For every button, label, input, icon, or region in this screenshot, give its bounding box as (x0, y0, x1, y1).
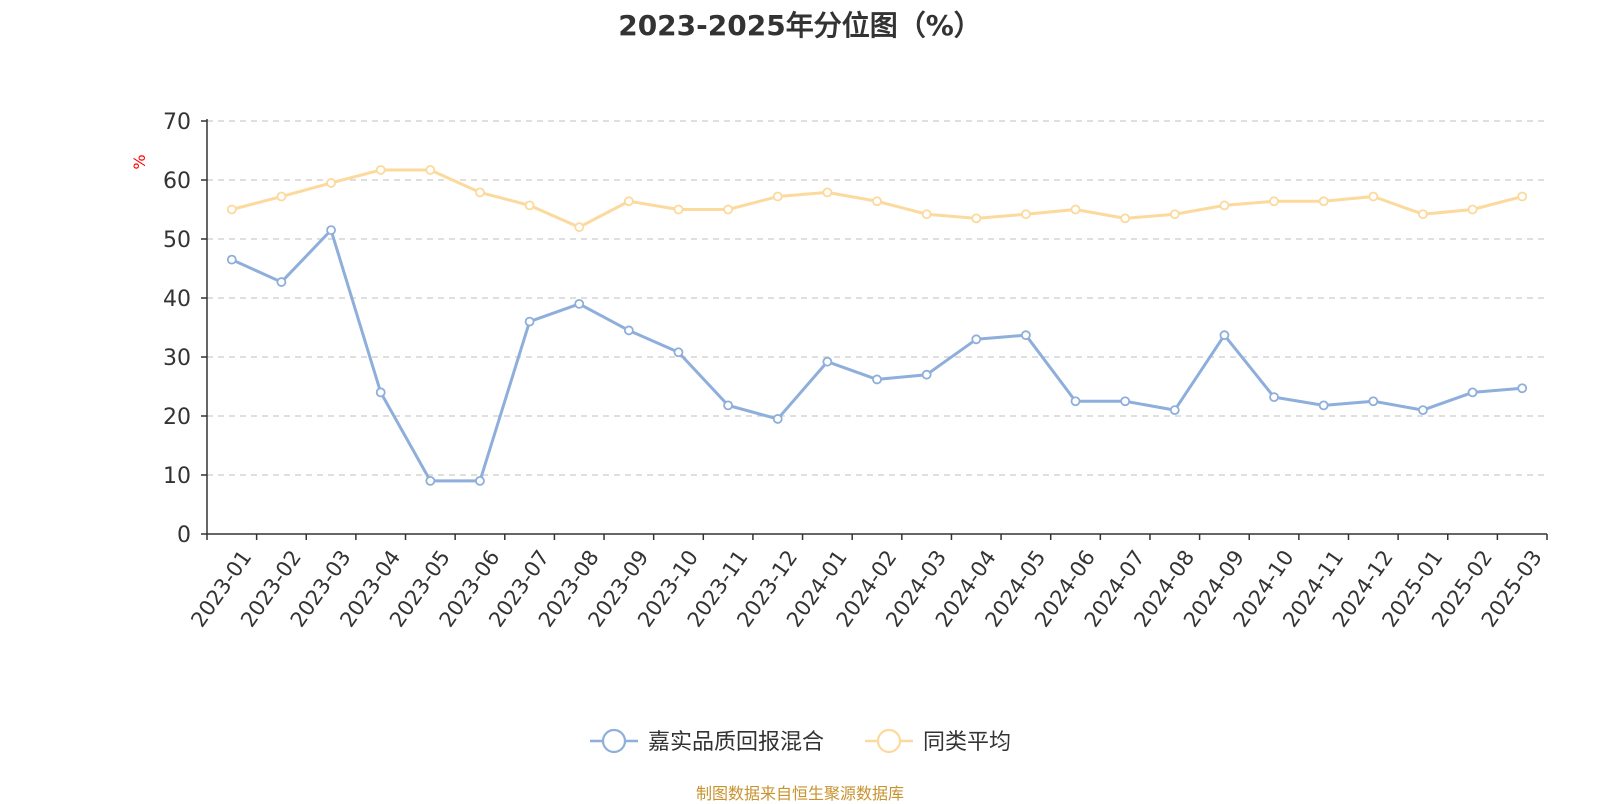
data-point (872, 374, 882, 385)
legend-marker-icon (601, 728, 627, 754)
data-point (1318, 400, 1329, 411)
data-point (1467, 204, 1478, 215)
data-point (226, 254, 237, 265)
data-point (1467, 387, 1478, 398)
data-point (326, 178, 336, 188)
series-lines (226, 165, 1528, 486)
chart-title: 2023-2025年分位图（%） (618, 9, 982, 42)
data-point (1517, 191, 1528, 202)
data-point (574, 298, 585, 309)
data-point (623, 325, 634, 336)
data-point (1020, 330, 1031, 341)
legend-label: 嘉实品质回报混合 (648, 730, 824, 755)
y-tick-label: 70 (163, 110, 191, 135)
data-point (276, 277, 287, 287)
data-point (971, 213, 982, 224)
data-point (1070, 204, 1081, 215)
data-point (574, 222, 585, 233)
data-point (1219, 330, 1230, 341)
data-point (1169, 209, 1180, 220)
data-point (475, 187, 485, 198)
y-tick-label: 40 (163, 287, 191, 312)
data-point (921, 369, 932, 380)
data-point (1120, 396, 1131, 407)
data-point (1169, 405, 1180, 416)
data-point (921, 209, 932, 220)
data-point (1418, 405, 1428, 416)
data-point (822, 187, 833, 198)
y-axis-unit-label: % (130, 154, 149, 169)
data-point (475, 475, 485, 486)
data-point (524, 200, 535, 211)
legend-item[interactable]: 同类平均 (865, 728, 1011, 755)
data-point (1368, 396, 1379, 407)
y-tick-label: 30 (163, 346, 191, 371)
data-point (623, 196, 634, 207)
data-point (425, 475, 436, 486)
data-point (971, 334, 982, 345)
data-point (872, 196, 882, 207)
data-point (1318, 196, 1329, 207)
data-point (723, 204, 734, 215)
data-source-footer: 制图数据来自恒生聚源数据库 (695, 784, 904, 803)
series-line (231, 228, 1523, 483)
data-point (822, 356, 833, 367)
data-point (1120, 213, 1131, 224)
data-point (524, 316, 535, 327)
grid-lines (207, 120, 1547, 476)
data-point (673, 347, 684, 358)
data-point (1219, 200, 1230, 211)
y-tick-label: 0 (177, 523, 191, 548)
data-point (1269, 196, 1279, 207)
data-point (772, 191, 783, 202)
y-tick-label: 20 (163, 405, 191, 430)
legend-label: 同类平均 (923, 730, 1011, 755)
data-point (1020, 209, 1031, 220)
y-tick-label: 10 (163, 464, 191, 489)
data-point (772, 414, 783, 424)
data-point (673, 204, 684, 215)
legend-item[interactable]: 嘉实品质回报混合 (590, 728, 824, 755)
data-point (1517, 383, 1528, 394)
data-point (723, 400, 734, 411)
data-point (326, 225, 336, 236)
data-point (375, 387, 386, 398)
data-point (276, 191, 287, 202)
data-point (425, 165, 436, 175)
y-tick-label: 60 (163, 169, 191, 194)
data-point (1368, 191, 1379, 202)
axes: 010203040506070%2023-012023-022023-03202… (130, 110, 1548, 631)
data-point (1070, 396, 1081, 407)
data-point (375, 165, 386, 175)
legend-marker-icon (876, 728, 902, 754)
data-point (1418, 209, 1428, 220)
y-tick-label: 50 (163, 228, 191, 253)
data-point (226, 204, 237, 215)
data-point (1269, 392, 1279, 403)
legend[interactable]: 嘉实品质回报混合 同类平均 (590, 728, 1011, 755)
